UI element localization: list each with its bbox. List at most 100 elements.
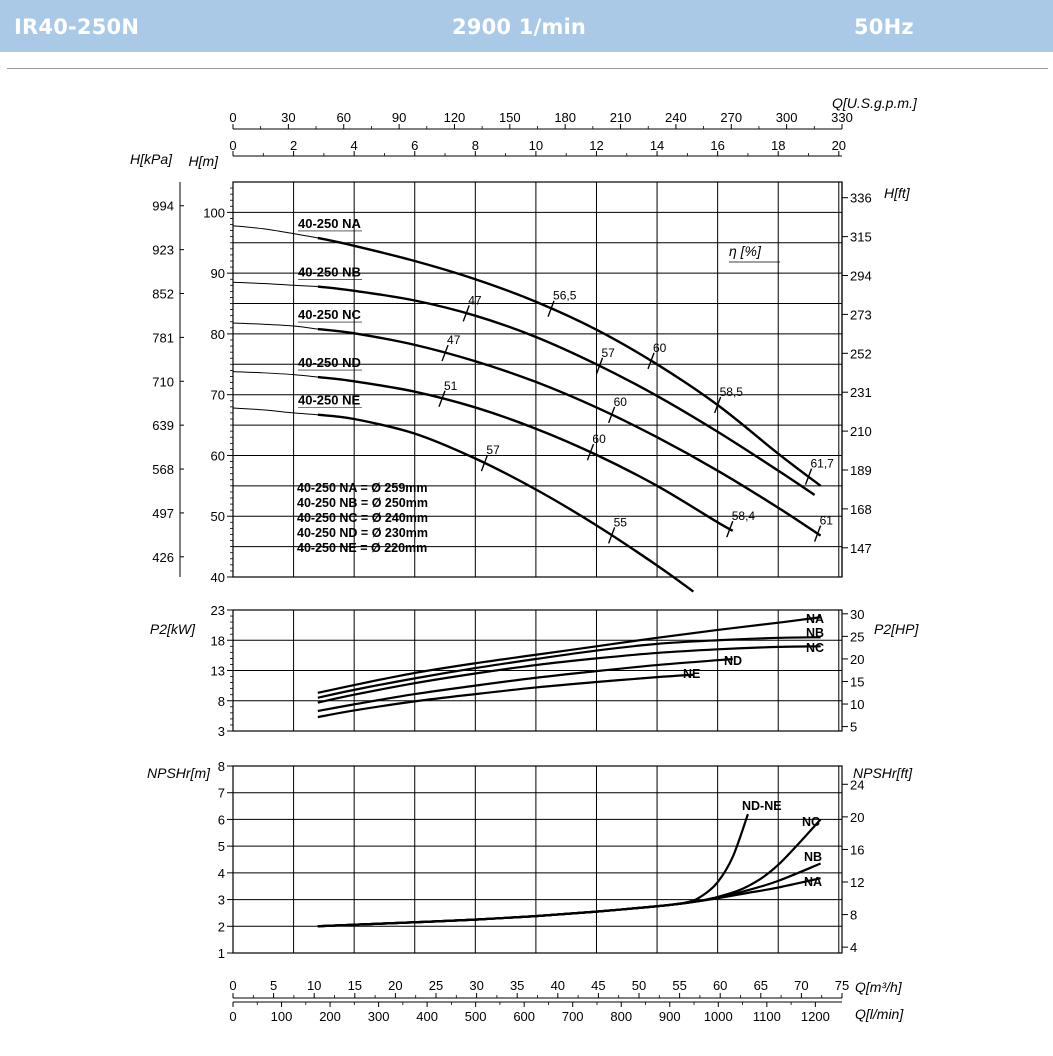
npsh-tick-label-m: 4 xyxy=(218,866,225,881)
axis-m3h-tick-label: 50 xyxy=(632,978,646,993)
chart-header: IR40-250N 2900 1/min 50Hz xyxy=(0,0,1053,52)
axis-m3h-tick-label: 5 xyxy=(270,978,277,993)
npsh-plot-frame xyxy=(232,765,843,954)
axis-lmin-tick-label: 400 xyxy=(416,1009,438,1024)
axis-lmin-tick-label: 900 xyxy=(659,1009,681,1024)
head-curve-nc-extension xyxy=(232,322,318,330)
efficiency-value-label: 47 xyxy=(468,293,482,307)
npsh-tick-label-m: 6 xyxy=(218,812,225,827)
axis-usgpm-tick-label: 330 xyxy=(831,110,853,125)
head-tick-label-ft: 231 xyxy=(850,385,872,400)
efficiency-tick xyxy=(607,406,616,424)
header-divider xyxy=(7,68,1048,69)
power-tick-label-hp: 5 xyxy=(850,720,857,735)
head-tick-label-m: 40 xyxy=(211,570,225,585)
head-tick-label-ft: 210 xyxy=(850,424,872,439)
efficiency-value-label: 58,5 xyxy=(720,385,744,399)
npsh-tick-label-ft: 4 xyxy=(850,940,857,955)
head-curve-label-ne: 40-250 NE xyxy=(298,393,360,408)
head-curve-ne-extension xyxy=(232,407,318,416)
axis-usgpm-tick-label: 270 xyxy=(720,110,742,125)
efficiency-value-label: 55 xyxy=(614,515,628,529)
npsh-curve-label-nb: NB xyxy=(804,850,822,864)
pump-frequency: 50Hz xyxy=(854,15,914,39)
axis-title-h-ft: H[ft] xyxy=(884,185,911,201)
axis-title-npsh-m: NPSHr[m] xyxy=(147,765,211,781)
head-tick-label-m: 80 xyxy=(211,327,225,342)
head-tick-label-m: 90 xyxy=(211,266,225,281)
power-tick-label-hp: 10 xyxy=(850,697,864,712)
head-curve-nd-extension xyxy=(232,371,318,378)
axis-ls-tick-label: 2 xyxy=(290,138,297,153)
efficiency-value-label: 58,4 xyxy=(732,509,756,523)
efficiency-tick xyxy=(480,454,489,472)
npsh-tick-label-ft: 20 xyxy=(850,810,864,825)
head-curve-label-nc: 40-250 NC xyxy=(298,307,361,322)
npsh-tick-label-m: 8 xyxy=(218,759,225,774)
axis-m3h-tick-label: 40 xyxy=(551,978,565,993)
axis-ls-tick-label: 14 xyxy=(650,138,664,153)
npsh-tick-label-m: 2 xyxy=(218,919,225,934)
axis-lmin-tick-label: 600 xyxy=(513,1009,535,1024)
head-tick-label-ft: 294 xyxy=(850,269,872,284)
head-tick-label-ft: 315 xyxy=(850,230,872,245)
head-curve-nb-extension xyxy=(232,281,318,288)
efficiency-value-label: 60 xyxy=(592,432,606,446)
head-tick-label-kpa: 923 xyxy=(152,243,174,258)
axis-usgpm-tick-label: 300 xyxy=(776,110,798,125)
efficiency-value-label: 56,5 xyxy=(553,289,577,303)
axis-lmin-tick-label: 200 xyxy=(319,1009,341,1024)
power-curve-label-nb: NB xyxy=(806,626,824,640)
efficiency-tick xyxy=(713,396,722,414)
impeller-diameter-label: 40-250 NB = Ø 250mm xyxy=(297,496,428,510)
efficiency-tick xyxy=(804,468,813,485)
power-tick-label-kw: 18 xyxy=(211,633,225,648)
axis-m3h-tick-label: 0 xyxy=(229,978,236,993)
power-tick-label-kw: 23 xyxy=(211,603,225,618)
impeller-diameter-label: 40-250 NC = Ø 240mm xyxy=(297,511,428,525)
head-tick-label-ft: 168 xyxy=(850,502,872,517)
axis-ls-tick-label: 10 xyxy=(529,138,543,153)
head-tick-label-ft: 252 xyxy=(850,346,872,361)
efficiency-value-label: 60 xyxy=(653,341,667,355)
efficiency-value-label: 61 xyxy=(820,514,834,528)
efficiency-value-label: 57 xyxy=(486,443,500,457)
power-curve-ne xyxy=(317,673,694,719)
power-curve-label-nc: NC xyxy=(806,641,824,655)
efficiency-tick xyxy=(441,344,449,362)
power-tick-label-hp: 25 xyxy=(850,629,864,644)
efficiency-axis-label: η [%] xyxy=(729,243,762,259)
head-curve-nc xyxy=(317,327,822,537)
efficiency-value-label: 60 xyxy=(614,395,628,409)
power-tick-label-hp: 30 xyxy=(850,607,864,622)
axis-usgpm-tick-label: 240 xyxy=(665,110,687,125)
efficiency-tick xyxy=(813,525,822,542)
npsh-curve-label-nd-ne: ND-NE xyxy=(742,799,782,813)
axis-ls-tick-label: 6 xyxy=(411,138,418,153)
axis-usgpm-tick-label: 0 xyxy=(229,110,236,125)
head-curve-na-extension xyxy=(232,225,318,239)
axis-m3h-tick-label: 55 xyxy=(672,978,686,993)
impeller-diameter-label: 40-250 NA = Ø 259mm xyxy=(297,481,428,495)
efficiency-tick xyxy=(462,305,470,322)
npsh-tick-label-m: 3 xyxy=(218,893,225,908)
efficiency-tick xyxy=(586,443,595,461)
impeller-diameter-label: 40-250 ND = Ø 230mm xyxy=(297,526,428,540)
npsh-tick-label-ft: 24 xyxy=(850,777,864,792)
axis-m3h-tick-label: 15 xyxy=(348,978,362,993)
head-curve-label-na: 40-250 NA xyxy=(298,216,361,231)
head-tick-label-ft: 273 xyxy=(850,307,872,322)
power-curve-label-na: NA xyxy=(806,612,824,626)
axis-lmin-tick-label: 100 xyxy=(271,1009,293,1024)
axis-m3h-tick-label: 70 xyxy=(794,978,808,993)
axis-m3h-tick-label: 35 xyxy=(510,978,524,993)
axis-lmin-tick-label: 1200 xyxy=(801,1009,830,1024)
axis-ls-tick-label: 4 xyxy=(351,138,358,153)
axis-ls-tick-label: 20 xyxy=(832,138,846,153)
npsh-tick-label-m: 1 xyxy=(218,946,225,961)
head-tick-label-m: 70 xyxy=(211,388,225,403)
efficiency-value-label: 61,7 xyxy=(811,457,835,471)
power-tick-label-kw: 8 xyxy=(218,694,225,709)
power-curve-label-ne: NE xyxy=(683,667,700,681)
